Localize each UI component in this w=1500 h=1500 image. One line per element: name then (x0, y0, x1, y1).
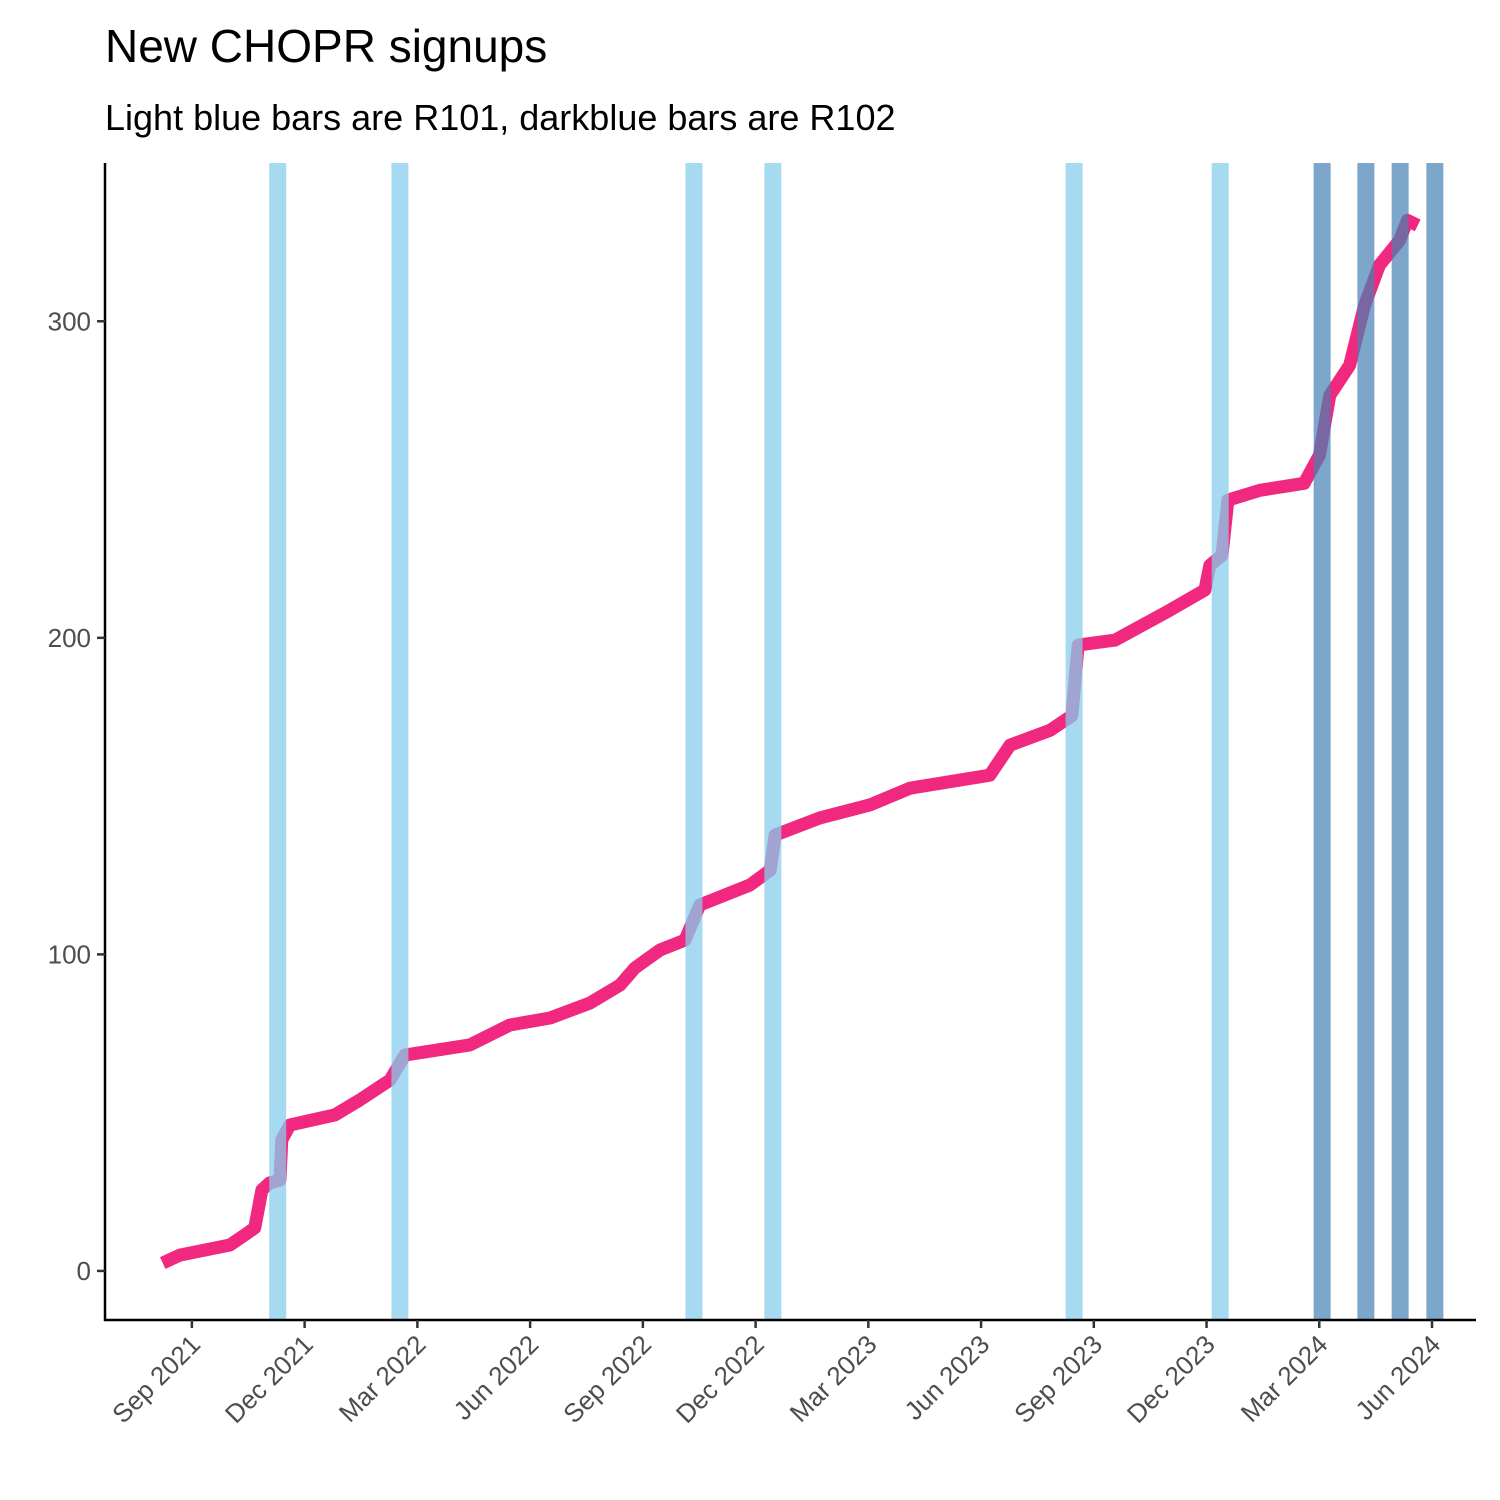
session-bar (1313, 163, 1331, 1320)
session-bar (1065, 163, 1083, 1320)
session-bar (1211, 163, 1229, 1320)
session-bar (1426, 163, 1444, 1320)
x-tick-label: Mar 2023 (784, 1329, 883, 1428)
x-tick-label: Sep 2023 (1008, 1329, 1108, 1429)
session-bar (685, 163, 703, 1320)
x-tick-label: Dec 2022 (670, 1329, 770, 1429)
session-bar (391, 163, 409, 1320)
session-bar (269, 163, 287, 1320)
chart-subtitle: Light blue bars are R101, darkblue bars … (105, 97, 896, 138)
y-tick-label: 100 (48, 939, 91, 969)
y-tick-label: 300 (48, 306, 91, 336)
x-tick-label: Jun 2024 (1349, 1329, 1446, 1426)
x-tick-label: Sep 2021 (106, 1329, 206, 1429)
x-tick-label: Jun 2023 (898, 1329, 995, 1426)
chart-title: New CHOPR signups (105, 20, 547, 72)
y-tick-label: 0 (77, 1256, 91, 1286)
x-tick-label: Sep 2022 (557, 1329, 657, 1429)
x-tick-label: Jun 2022 (447, 1329, 544, 1426)
session-bar (764, 163, 782, 1320)
signup-line (159, 213, 1421, 1269)
x-tick-label: Dec 2021 (219, 1329, 319, 1429)
session-bar (1391, 163, 1409, 1320)
x-tick-label: Dec 2023 (1121, 1329, 1221, 1429)
y-tick-label: 200 (48, 623, 91, 653)
plot-area (159, 163, 1444, 1320)
session-bar (1357, 163, 1375, 1320)
x-tick-label: Mar 2024 (1235, 1329, 1334, 1428)
x-tick-label: Mar 2022 (333, 1329, 432, 1428)
